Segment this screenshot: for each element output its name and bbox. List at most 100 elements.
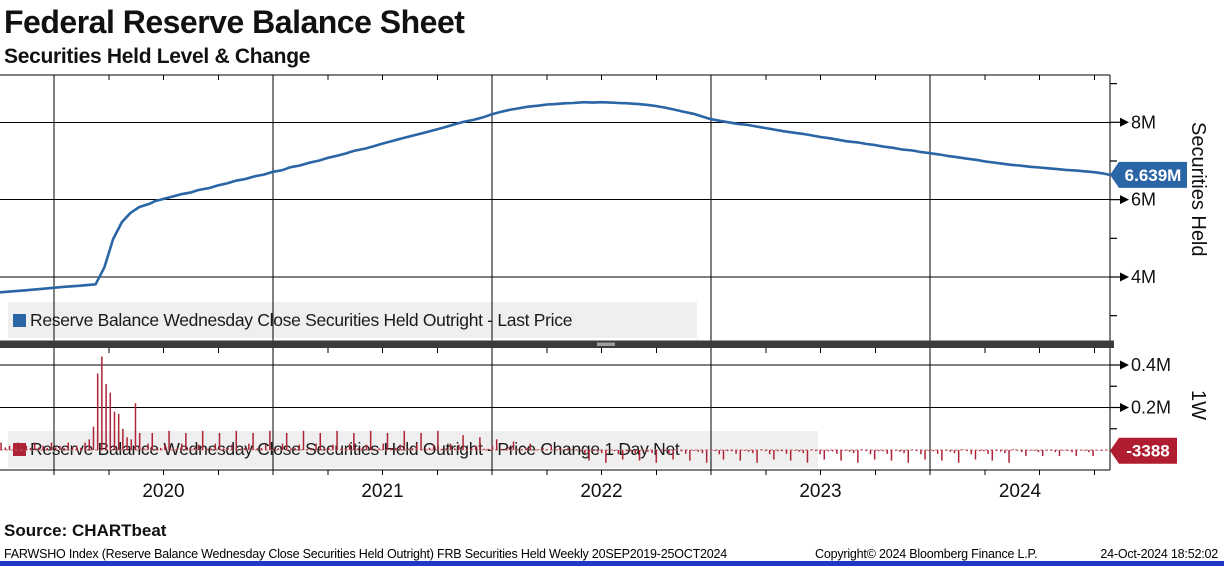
price-change-bar — [563, 449, 565, 450]
price-change-bar — [319, 433, 322, 450]
price-change-bar — [71, 447, 74, 450]
legend-top-label: Reserve Balance Wednesday Close Securiti… — [30, 309, 573, 330]
price-change-bar — [878, 450, 880, 452]
price-change-bar — [945, 450, 947, 451]
price-change-bar — [369, 430, 372, 450]
price-change-bar — [987, 450, 989, 454]
price-change-bar — [1029, 450, 1031, 451]
price-change-bar — [332, 444, 334, 450]
price-change-bar — [600, 450, 603, 454]
price-change-bar — [399, 444, 401, 450]
price-change-bar — [701, 450, 704, 454]
price-change-bar — [42, 445, 44, 450]
price-change-bar — [344, 448, 347, 450]
year-label: 2020 — [142, 481, 184, 502]
price-change-bar — [172, 448, 175, 450]
price-change-bar — [395, 447, 397, 450]
price-change-bar — [920, 450, 922, 455]
price-change-bar — [25, 445, 28, 450]
price-change-bar — [928, 450, 931, 452]
price-change-bar — [151, 433, 154, 450]
price-change-bar — [101, 356, 103, 450]
price-change-bar — [264, 444, 267, 450]
price-change-bar — [0, 442, 2, 450]
price-change-bar — [189, 448, 191, 450]
price-change-bar — [617, 450, 620, 455]
price-change-bar — [810, 449, 813, 450]
price-change-bar — [130, 439, 133, 450]
price-change-bar — [164, 444, 166, 450]
price-change-bar — [197, 444, 200, 450]
price-change-bar — [798, 450, 800, 452]
price-change-bar — [932, 450, 935, 452]
last-price-badge — [1110, 161, 1187, 188]
price-change-bar — [428, 447, 431, 450]
price-change-bar — [407, 448, 410, 450]
price-change-bar — [50, 442, 53, 450]
price-change-bar — [516, 449, 519, 450]
axis-tick-label: 4M — [1131, 267, 1156, 287]
price-change-bar — [277, 448, 280, 450]
price-change-bar — [113, 411, 116, 450]
price-change-bar — [903, 450, 905, 454]
price-change-bar — [67, 442, 70, 450]
price-change-bar — [537, 449, 540, 450]
price-change-bar — [806, 450, 809, 463]
price-change-bar — [634, 450, 637, 454]
price-change-bar — [29, 447, 32, 450]
price-change-bar — [689, 450, 691, 461]
price-change-bar — [59, 445, 61, 450]
price-change-bar — [374, 448, 376, 450]
chart-plot-area: 8M 6M 4M 0.4M 0.2M 6.639M -3388 2020 2021 2022 202… — [0, 74, 1187, 502]
price-change-bar — [571, 449, 574, 450]
separator-handle — [597, 342, 615, 346]
price-change-bar — [915, 450, 918, 452]
price-change-bar — [1100, 450, 1103, 451]
price-change-bar — [462, 435, 464, 450]
price-change-bar — [495, 439, 498, 450]
price-change-bar — [298, 444, 301, 450]
price-change-bar — [869, 450, 872, 455]
year-label: 2022 — [580, 481, 622, 502]
axis-tick-label: 0.4M — [1131, 355, 1171, 375]
price-change-bar — [386, 433, 389, 450]
price-change-bar — [441, 448, 443, 450]
year-label: 2021 — [361, 481, 403, 502]
price-change-bar — [924, 450, 926, 460]
price-change-bar — [668, 450, 670, 455]
price-change-bar — [218, 433, 221, 450]
price-change-bar — [819, 450, 821, 455]
price-change-bar — [554, 449, 557, 450]
price-change-bar — [315, 443, 317, 450]
right-axis-title-1w: 1W — [1187, 390, 1209, 420]
price-change-bar — [966, 450, 968, 452]
price-change-bar — [638, 450, 641, 461]
price-change-bar — [999, 450, 1002, 452]
price-change-bar — [1079, 450, 1082, 451]
page-title: Federal Reserve Balance Sheet — [4, 4, 465, 40]
price-change-bar — [500, 448, 502, 450]
price-change-bar — [659, 449, 662, 450]
price-change-bar — [403, 430, 406, 450]
securities-held-line — [0, 100, 1111, 294]
price-change-bar — [508, 446, 511, 450]
price-change-bar — [138, 433, 141, 450]
price-change-bar — [663, 450, 666, 452]
price-change-bar — [844, 450, 847, 451]
price-change-bar — [365, 444, 368, 450]
price-change-bar — [206, 448, 208, 450]
price-change-bar — [143, 448, 145, 450]
price-change-bar — [861, 449, 863, 450]
price-change-bar — [4, 447, 7, 450]
price-change-bar — [1050, 450, 1052, 451]
price-change-bar — [726, 450, 729, 452]
price-change-bar — [1004, 450, 1006, 454]
price-change-bar — [949, 450, 952, 452]
price-change-bar — [731, 450, 733, 452]
price-change-bar — [865, 450, 868, 452]
price-change-bar — [789, 450, 792, 461]
price-change-bar — [222, 448, 225, 450]
price-change-bar — [453, 448, 456, 450]
price-change-bar — [970, 450, 973, 455]
